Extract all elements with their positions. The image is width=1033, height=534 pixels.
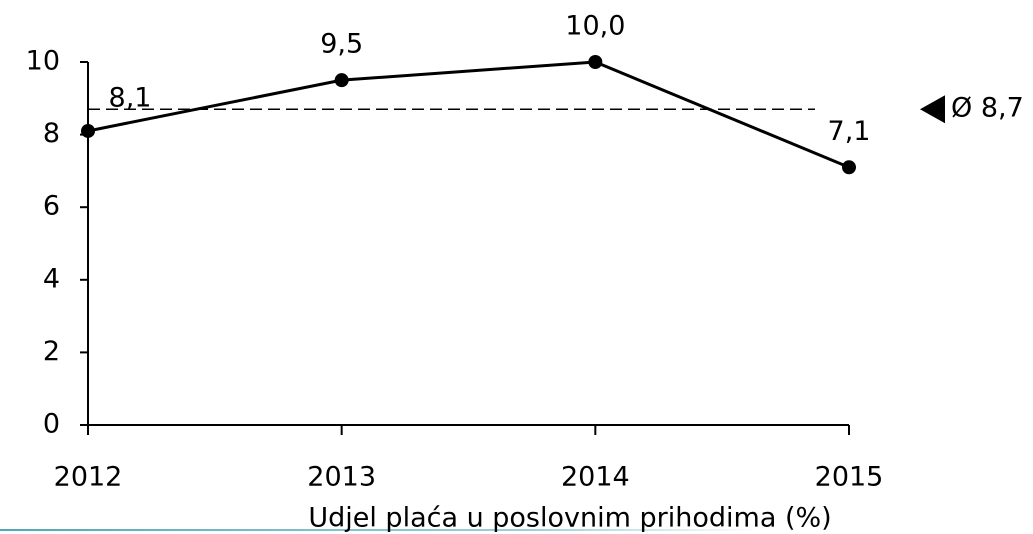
x-tick-label: 2014 [561,462,630,493]
data-label: 9,5 [320,29,363,60]
y-tick-label: 10 [26,46,60,77]
x-tick-label: 2012 [54,462,123,493]
data-point [588,55,603,69]
x-tick-label: 2013 [307,462,376,493]
y-tick-label: 8 [43,118,60,149]
data-point [842,160,856,175]
y-tick-label: 0 [43,409,60,440]
data-label: 10,0 [565,11,625,42]
data-label: 7,1 [828,116,871,147]
average-marker [920,95,945,124]
x-axis-title: Udjel plaća u poslovnim prihodima (%) [308,503,831,534]
y-tick-label: 6 [43,191,60,222]
y-tick-label: 4 [43,263,60,294]
divider [0,529,760,531]
data-label: 8,1 [109,82,152,113]
y-tick-label: 2 [43,336,60,367]
data-point [334,73,349,88]
data-point [81,123,95,138]
average-label: Ø 8,7 [951,93,1024,124]
series-line [87,60,850,169]
x-tick-label: 2015 [815,462,884,493]
